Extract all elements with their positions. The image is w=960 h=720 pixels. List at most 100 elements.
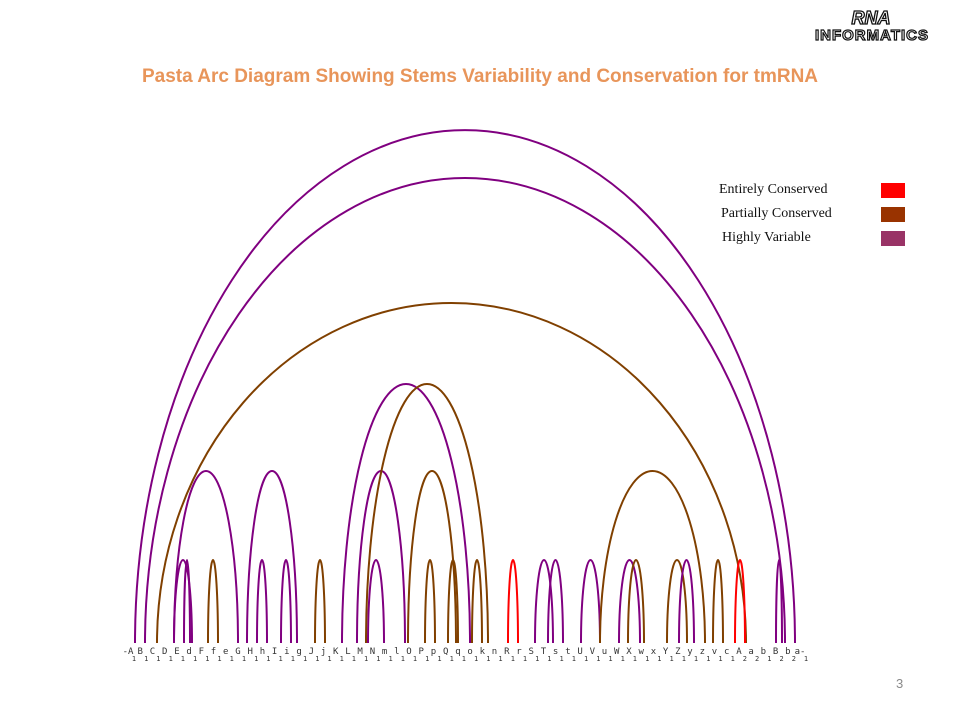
sequence-subscript: 1 (731, 655, 735, 663)
sequence-subscript: 1 (682, 655, 686, 663)
sequence-subscript: 1 (388, 655, 392, 663)
sequence-label: u (602, 647, 607, 657)
sequence-subscript: 1 (462, 655, 466, 663)
sequence-subscript: 2 (779, 655, 783, 663)
sequence-label: P (418, 647, 424, 657)
legend-item-entirely-conserved: Entirely Conserved (712, 180, 912, 200)
stem-arc-variable (678, 559, 695, 644)
sequence-label: g (296, 647, 301, 657)
sequence-subscript: 1 (511, 655, 515, 663)
sequence-label: q (455, 647, 460, 657)
sequence-subscript: 1 (254, 655, 258, 663)
sequence-label: r (516, 647, 522, 657)
stem-arc-variable (341, 383, 471, 644)
legend-item-highly-variable: Highly Variable (712, 228, 912, 248)
sequence-label: t (565, 647, 570, 657)
legend-label: Partially Conserved (721, 206, 832, 221)
stem-arc-partial (447, 559, 459, 644)
sequence-subscript: 1 (584, 655, 588, 663)
sequence-label: C (150, 647, 155, 657)
sequence-label: B (137, 647, 142, 657)
sequence-subscript: 1 (181, 655, 185, 663)
sequence-subscript: 1 (608, 655, 612, 663)
stem-arc-variable (534, 559, 554, 644)
sequence-label: Y (663, 647, 669, 657)
sequence-subscript: 1 (694, 655, 698, 663)
sequence-label: Z (675, 647, 681, 657)
sequence-subscript: 2 (755, 655, 759, 663)
legend-item-partially-conserved: Partially Conserved (712, 204, 912, 224)
sequence-subscript: 1 (669, 655, 673, 663)
legend-swatch-partially-conserved (881, 207, 905, 222)
sequence-label: p (431, 647, 436, 657)
stem-arc-partial (207, 559, 219, 644)
sequence-label: w (638, 647, 644, 657)
stem-arc-partial (599, 470, 706, 644)
sequence-label: h (260, 647, 265, 657)
sequence-label: b (761, 647, 766, 657)
sequence-label: T (541, 647, 547, 657)
sequence-label: A (736, 647, 742, 657)
stem-arc-variable (183, 559, 191, 644)
sequence-subscript: 1 (401, 655, 405, 663)
rna-informatics-logo: RNA INFORMATICS (814, 7, 928, 44)
sequence-subscript: 1 (767, 655, 771, 663)
svg-text:RNA: RNA (852, 8, 891, 28)
stem-arc-variable (173, 470, 239, 644)
sequence-subscript: 1 (474, 655, 478, 663)
stem-arc-variable (280, 559, 292, 644)
sequence-label: v (712, 647, 717, 657)
sequence-label: X (626, 647, 632, 657)
sequence-subscript: 1 (804, 655, 808, 663)
legend-label: Entirely Conserved (719, 182, 828, 197)
sequence-label: R (504, 647, 510, 657)
sequence-subscript: 1 (193, 655, 197, 663)
sequence-subscript: 1 (718, 655, 722, 663)
sequence-label: o (467, 647, 472, 657)
sequence-subscript: 1 (437, 655, 441, 663)
sequence-label: b (785, 647, 790, 657)
sequence-label: G (235, 647, 240, 657)
sequence-label: L (345, 647, 350, 657)
sequence-label: c (724, 647, 729, 657)
sequence-subscript: 1 (425, 655, 429, 663)
sequence-label: H (247, 647, 252, 657)
stem-arc-partial (407, 470, 457, 644)
sequence-label: i (284, 647, 289, 657)
stem-arc-variable (144, 177, 786, 644)
sequence-subscript: 1 (156, 655, 160, 663)
stem-arc-variable (775, 559, 783, 644)
sequence-label: V (590, 647, 596, 657)
stem-arc-variable (547, 559, 564, 644)
stem-arc-variable (256, 559, 268, 644)
sequence-subscript: 1 (132, 655, 136, 663)
sequence-subscript: 1 (205, 655, 209, 663)
stem-arc-conserved (734, 559, 746, 644)
sequence-label: K (333, 647, 339, 657)
stem-arc-partial (156, 302, 747, 644)
sequence-label: j (321, 647, 326, 657)
sequence-label: y (687, 647, 693, 657)
sequence-label: F (199, 647, 204, 657)
sequence-label: l (394, 647, 399, 657)
sequence-label: d (186, 647, 191, 657)
stem-arc-partial (712, 559, 724, 644)
sequence-label: n (492, 647, 497, 657)
sequence-subscript: 1 (242, 655, 246, 663)
sequence-label: f (211, 647, 216, 657)
sequence-label: I (272, 647, 277, 657)
sequence-label: a- (795, 647, 806, 657)
sequence-label: s (553, 647, 558, 657)
sequence-subscript: 1 (291, 655, 295, 663)
sequence-label: m (382, 647, 387, 657)
sequence-label: x (651, 647, 657, 657)
sequence-label: -A (123, 647, 134, 657)
sequence-label: E (174, 647, 179, 657)
stem-arc-partial (627, 559, 645, 644)
sequence-subscript: 1 (266, 655, 270, 663)
stem-arc-variable (367, 559, 385, 644)
sequence-subscript: 1 (486, 655, 490, 663)
sequence-subscript: 1 (559, 655, 563, 663)
sequence-subscript: 1 (340, 655, 344, 663)
